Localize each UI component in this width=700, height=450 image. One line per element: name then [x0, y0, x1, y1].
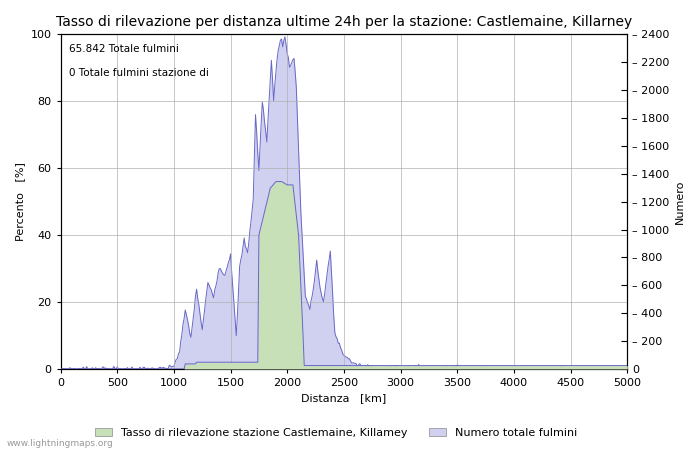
Text: 0 Totale fulmini stazione di: 0 Totale fulmini stazione di: [69, 68, 209, 78]
Y-axis label: Percento   [%]: Percento [%]: [15, 162, 25, 241]
Legend: Tasso di rilevazione stazione Castlemaine, Killamey, Numero totale fulmini: Tasso di rilevazione stazione Castlemain…: [90, 423, 582, 442]
Y-axis label: Numero: Numero: [675, 180, 685, 224]
Text: 65.842 Totale fulmini: 65.842 Totale fulmini: [69, 45, 179, 54]
Title: Tasso di rilevazione per distanza ultime 24h per la stazione: Castlemaine, Killa: Tasso di rilevazione per distanza ultime…: [56, 15, 632, 29]
X-axis label: Distanza   [km]: Distanza [km]: [301, 393, 386, 404]
Text: www.lightningmaps.org: www.lightningmaps.org: [7, 439, 113, 448]
